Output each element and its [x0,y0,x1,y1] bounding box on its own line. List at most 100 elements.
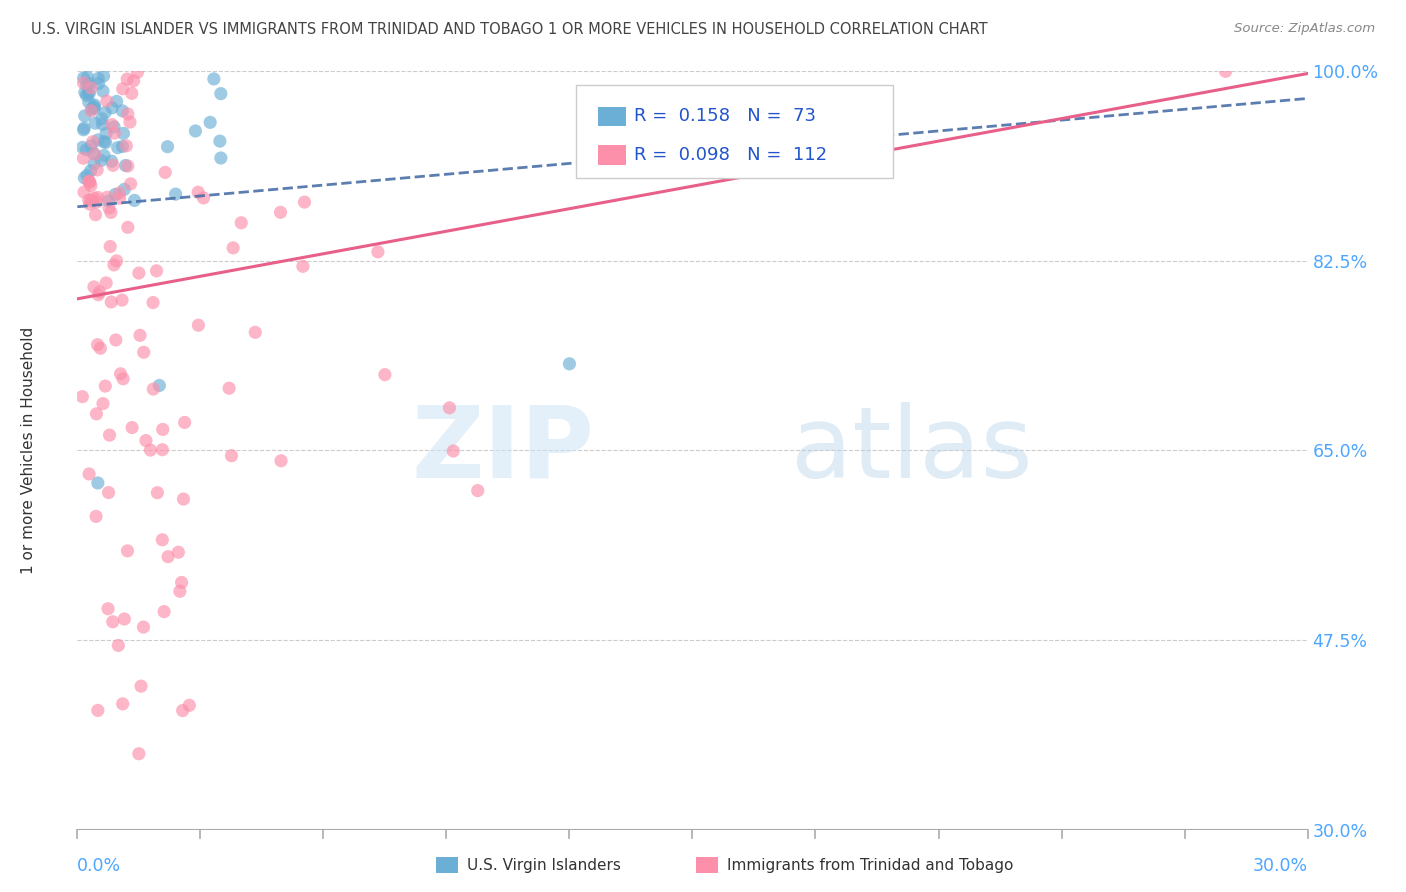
Point [173,416,195,430]
Point [145,264,167,278]
Point [117,544,139,558]
Point [103,126,125,140]
Point [173,491,195,506]
Point [124,194,146,208]
Point [467,483,489,498]
Point [105,95,128,109]
Point [117,107,139,121]
Point [101,118,124,132]
Text: Immigrants from Trinidad and Tobago: Immigrants from Trinidad and Tobago [727,858,1014,872]
Point [112,612,135,626]
Point [170,575,193,590]
Point [146,485,169,500]
Point [172,704,194,718]
Point [91,117,114,131]
Point [111,697,134,711]
Point [115,72,138,87]
Point [80,139,103,153]
Point [111,81,134,95]
Point [77,174,100,188]
Point [93,135,115,149]
Point [103,120,125,134]
Point [87,703,110,717]
Point [83,99,105,113]
Point [86,407,108,421]
Point [222,241,245,255]
Point [76,168,98,182]
Point [91,84,114,98]
Point [83,280,105,294]
Point [103,258,125,272]
Point [270,454,292,468]
Point [127,65,149,79]
Point [107,141,129,155]
Point [84,195,107,210]
Point [87,287,110,301]
Point [291,260,314,274]
Point [294,195,316,210]
Text: 30.0%: 30.0% [1253,856,1308,875]
Point [179,698,201,713]
Point [117,159,139,173]
Point [157,549,180,564]
Point [156,139,179,153]
Point [86,337,108,351]
Text: atlas: atlas [792,402,1032,499]
Point [184,124,207,138]
Point [98,428,121,442]
Point [73,121,96,136]
Point [112,372,135,386]
Point [79,175,101,189]
Point [132,345,155,359]
Point [218,381,240,395]
Point [86,190,108,204]
Point [129,679,152,693]
Point [153,605,176,619]
Point [101,101,124,115]
Text: Source: ZipAtlas.com: Source: ZipAtlas.com [1234,22,1375,36]
Point [439,401,461,415]
Point [108,191,131,205]
Point [111,139,134,153]
Point [132,620,155,634]
Point [76,78,98,92]
Point [111,293,134,307]
Point [84,509,107,524]
Point [96,94,118,108]
Point [112,127,135,141]
Text: R =  0.098   N =  112: R = 0.098 N = 112 [634,146,827,164]
Point [79,197,101,211]
Point [167,545,190,559]
Point [104,187,127,202]
Point [93,148,115,162]
Point [558,357,581,371]
Point [105,253,128,268]
Point [202,71,225,86]
Point [83,146,105,161]
Point [98,201,121,215]
Point [208,134,231,148]
Point [93,69,115,83]
Point [97,194,120,209]
Point [187,185,209,199]
Text: U.S. VIRGIN ISLANDER VS IMMIGRANTS FROM TRINIDAD AND TOBAGO 1 OR MORE VEHICLES I: U.S. VIRGIN ISLANDER VS IMMIGRANTS FROM … [31,22,987,37]
Point [135,434,157,448]
Point [94,105,117,120]
Point [111,103,134,118]
Point [128,266,150,280]
Point [152,422,174,436]
Point [142,295,165,310]
Text: U.S. Virgin Islanders: U.S. Virgin Islanders [467,858,620,872]
Point [122,74,145,88]
Point [193,191,215,205]
Point [97,485,120,500]
Point [77,467,100,481]
Point [86,163,108,178]
Point [845,119,868,133]
Point [76,70,98,84]
Point [72,122,94,136]
Point [165,187,187,202]
Point [441,444,464,458]
Point [169,584,191,599]
Point [83,101,105,115]
